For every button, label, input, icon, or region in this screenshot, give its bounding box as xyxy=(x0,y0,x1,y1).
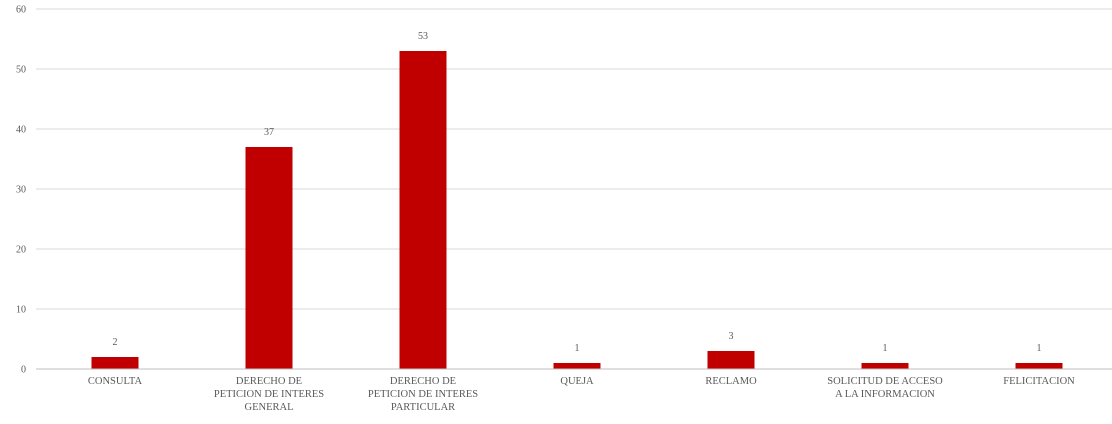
category-labels: CONSULTA DERECHO DE PETICION DE INTERES GEN… xyxy=(88,376,1075,413)
bar xyxy=(245,147,293,369)
bar xyxy=(91,357,139,369)
category-label: CONSULTA xyxy=(88,376,143,387)
y-tick-label: 10 xyxy=(16,305,26,316)
y-axis-ticks: 0 10 20 30 40 50 60 xyxy=(16,5,26,376)
y-tick-label: 0 xyxy=(21,365,26,376)
category-label: DERECHO DE PETICION DE INTERES PARTICULAR xyxy=(368,376,478,413)
bar xyxy=(1015,363,1063,369)
data-label: 37 xyxy=(264,127,274,138)
category-label-line: PETICION DE INTERES xyxy=(214,389,324,400)
bar xyxy=(553,363,601,369)
y-tick-label: 40 xyxy=(16,125,26,136)
data-label: 3 xyxy=(729,331,734,342)
category-label-line: PARTICULAR xyxy=(391,402,455,413)
y-tick-label: 30 xyxy=(16,185,26,196)
data-label: 53 xyxy=(418,31,428,42)
bar xyxy=(399,51,447,369)
y-tick-label: 20 xyxy=(16,245,26,256)
category-label-line: DERECHO DE xyxy=(390,376,456,387)
category-label-line: GENERAL xyxy=(245,402,294,413)
data-label: 1 xyxy=(1037,343,1042,354)
bar xyxy=(707,351,755,369)
bar xyxy=(861,363,909,369)
category-label: QUEJA xyxy=(560,376,594,387)
bars xyxy=(91,51,1063,369)
category-label-line: RECLAMO xyxy=(705,376,757,387)
y-tick-label: 50 xyxy=(16,65,26,76)
data-label: 2 xyxy=(113,337,118,348)
category-label: RECLAMO xyxy=(705,376,757,387)
category-label-line: A LA INFORMACION xyxy=(835,389,935,400)
category-label-line: CONSULTA xyxy=(88,376,143,387)
y-tick-label: 60 xyxy=(16,5,26,16)
gridlines xyxy=(36,8,1112,310)
category-label: FELICITACION xyxy=(1003,376,1075,387)
category-label-line: DERECHO DE xyxy=(236,376,302,387)
data-labels: 2 37 53 1 3 1 1 xyxy=(113,31,1042,354)
data-label: 1 xyxy=(575,343,580,354)
category-label-line: FELICITACION xyxy=(1003,376,1075,387)
category-label: SOLICITUD DE ACCESO A LA INFORMACION xyxy=(827,376,943,400)
category-label: DERECHO DE PETICION DE INTERES GENERAL xyxy=(214,376,324,413)
data-label: 1 xyxy=(883,343,888,354)
category-label-line: PETICION DE INTERES xyxy=(368,389,478,400)
category-label-line: SOLICITUD DE ACCESO xyxy=(827,376,943,387)
category-label-line: QUEJA xyxy=(560,376,594,387)
